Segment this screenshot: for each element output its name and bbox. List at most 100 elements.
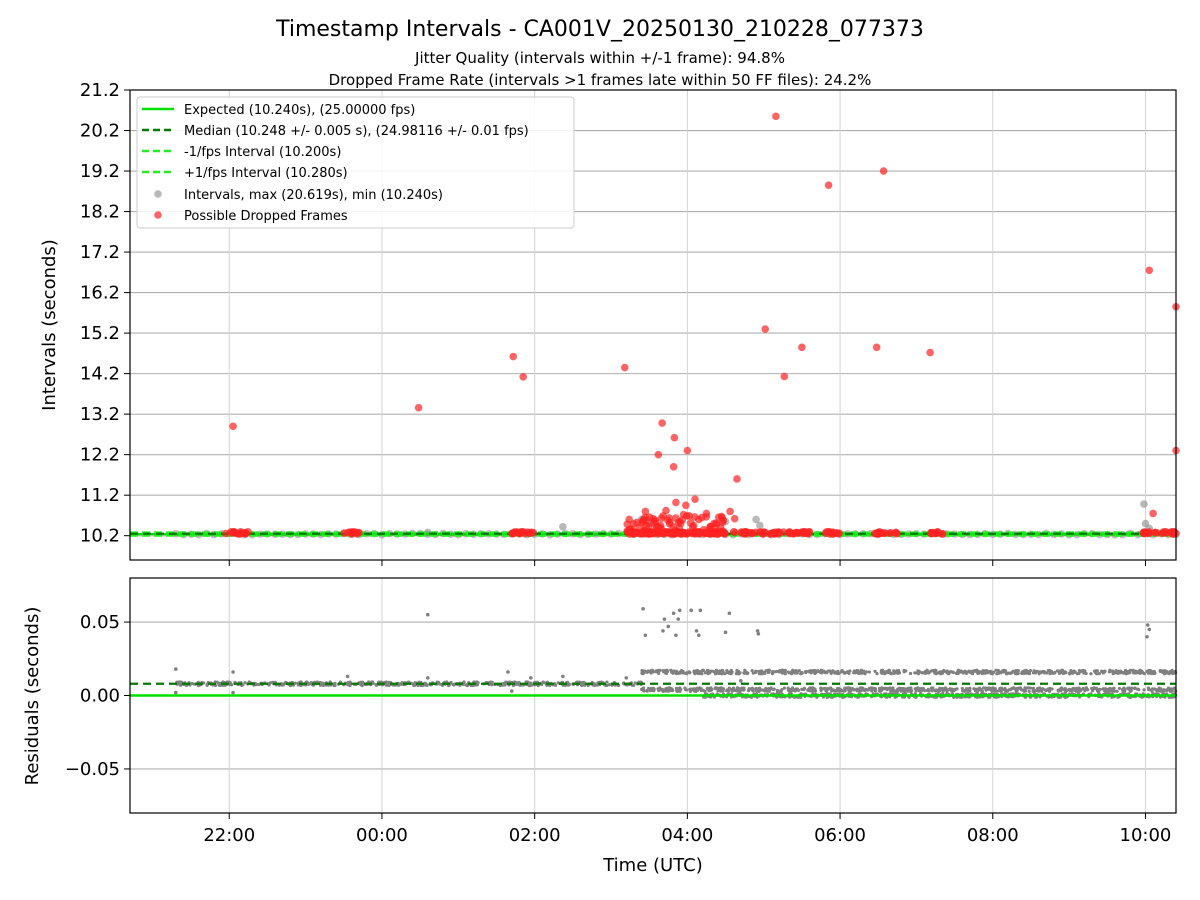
residual-point <box>863 672 867 676</box>
residual-point <box>476 681 480 685</box>
intervals-y-tick-label: 17.2 <box>80 242 120 263</box>
residual-point <box>790 669 794 674</box>
residual-point <box>641 607 645 611</box>
dropped-frame-point <box>1168 529 1177 537</box>
residual-point <box>371 681 375 685</box>
residual-point <box>772 670 776 674</box>
residual-point <box>853 671 857 675</box>
residual-point <box>1071 671 1075 675</box>
residual-point <box>854 688 859 692</box>
dropped-frame-point <box>682 501 690 510</box>
residual-point <box>296 681 300 685</box>
residual-point <box>869 686 873 690</box>
residual-point <box>1086 688 1090 692</box>
residual-point <box>831 669 835 673</box>
x-tick-label: 06:00 <box>814 825 866 846</box>
residual-point <box>1122 687 1127 691</box>
legend-intervals-label: Intervals, max (20.619s), min (10.240s) <box>184 188 443 203</box>
dropped-frame-point <box>241 529 250 538</box>
residual-point <box>1131 668 1135 672</box>
residual-point <box>697 633 701 638</box>
residual-point <box>1063 689 1067 694</box>
residual-point <box>661 629 665 633</box>
residual-point <box>1146 687 1151 691</box>
residuals-y-tick-label: 0.00 <box>80 686 120 707</box>
residual-point <box>1012 686 1016 690</box>
intervals-y-tick-label: 15.2 <box>80 323 120 344</box>
dropped-frame-point <box>733 475 741 483</box>
residual-point <box>1046 687 1050 691</box>
legend-plus-fps-label: +1/fps Interval (10.280s) <box>184 166 348 181</box>
intervals-y-tick-label: 12.2 <box>80 445 120 466</box>
residual-point <box>1133 686 1137 690</box>
dropped-frame-point <box>669 463 678 471</box>
residual-point <box>994 668 998 672</box>
residual-point <box>506 670 510 674</box>
residuals-y-tick-label: −0.05 <box>65 759 120 780</box>
residual-point <box>1024 668 1028 673</box>
interval-point <box>752 515 760 524</box>
dropped-frame-point <box>780 372 789 381</box>
residual-point <box>1133 671 1138 675</box>
residual-point <box>1064 670 1068 675</box>
residual-point <box>852 688 856 692</box>
residual-point <box>944 686 948 691</box>
residual-point <box>515 681 519 685</box>
residual-point <box>674 669 679 673</box>
dropped-frame-point <box>340 529 348 537</box>
residual-point <box>1068 689 1072 693</box>
residual-point <box>677 608 682 613</box>
residual-point <box>926 687 930 691</box>
residual-point <box>1039 689 1044 693</box>
residual-point <box>640 671 644 675</box>
residual-point <box>1150 687 1155 691</box>
residual-point <box>662 617 667 621</box>
residual-point <box>1166 688 1170 692</box>
dropped-frame-point <box>629 530 638 538</box>
residual-point <box>742 686 746 690</box>
residual-point <box>649 687 653 691</box>
residual-point <box>751 671 755 675</box>
residual-point <box>914 689 918 693</box>
legend-intervals-marker <box>154 190 162 198</box>
residual-point <box>690 687 694 691</box>
residual-point <box>873 669 877 673</box>
dropped-frame-point <box>355 528 363 537</box>
residual-point <box>190 681 194 686</box>
residual-point <box>951 670 955 674</box>
dropped-frame-point <box>672 498 680 507</box>
residual-point <box>1160 689 1165 693</box>
residual-point <box>989 688 993 692</box>
intervals-y-tick-label: 19.2 <box>80 161 120 182</box>
interval-point <box>559 522 567 531</box>
legend-expected-label: Expected (10.240s), (25.00000 fps) <box>184 103 415 118</box>
residual-point <box>215 680 219 684</box>
residual-point <box>931 686 935 690</box>
residual-point <box>694 629 699 633</box>
x-tick-label: 22:00 <box>203 825 255 846</box>
residual-point <box>321 683 325 687</box>
residual-point <box>231 670 235 674</box>
residual-point <box>1119 669 1123 673</box>
intervals-y-tick-label: 16.2 <box>80 283 120 304</box>
residual-point <box>757 686 762 690</box>
residual-point <box>870 688 874 693</box>
residual-point <box>1060 668 1064 673</box>
residual-point <box>794 671 798 675</box>
dropped-frame-point <box>414 403 423 412</box>
residual-point <box>451 682 455 687</box>
residual-point <box>731 686 736 690</box>
dropped-frame-point <box>881 529 889 537</box>
residual-point <box>931 668 935 673</box>
residual-point <box>676 617 680 621</box>
residual-point <box>667 689 672 693</box>
residual-point <box>981 686 986 690</box>
residual-point <box>798 672 803 676</box>
residual-point <box>739 679 743 683</box>
residual-point <box>387 680 391 684</box>
residuals-x-ticks: 22:00 00:00 02:00 04:00 06:00 08:00 10:00 <box>203 813 1171 846</box>
residual-point <box>503 683 507 687</box>
residual-point <box>861 670 865 674</box>
residual-point <box>1061 671 1065 676</box>
residual-point <box>658 668 662 672</box>
